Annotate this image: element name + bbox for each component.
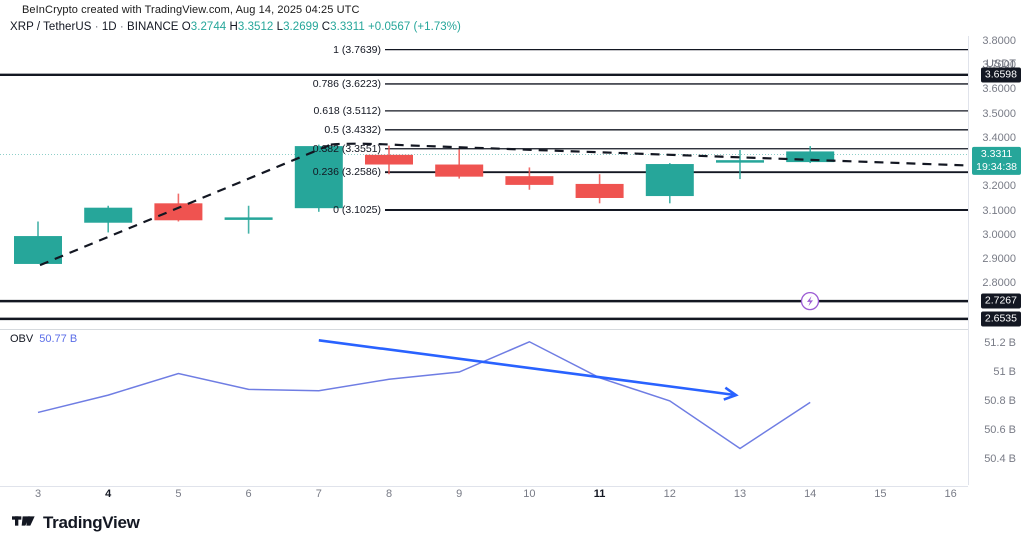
legend-high-label: H [229,21,238,33]
price-axis[interactable]: USDT 3.8000 3.7000 3.6000 3.5000 3.4000 3.200… [968,34,1024,485]
tradingview-logo-icon [12,516,35,526]
price-axis-label: 2.9000 [982,253,1016,266]
current-price-value: 3.3311 [980,147,1013,160]
fib-label-0.382: 0.382 (3.3551) [312,142,381,155]
candle-body-14[interactable] [786,151,835,163]
price-axis-label: 3.8000 [982,34,1016,47]
obv-divergence-arrow-line [318,339,737,397]
price-chart-canvas[interactable] [0,36,968,327]
legend-symbol[interactable]: XRP / TetherUS [10,21,92,33]
time-axis-tick: 13 [733,488,747,500]
legend-high-value: 3.3512 [237,21,274,33]
price-pane[interactable] [0,36,968,327]
fib-label-0: 0 (3.1025) [333,203,381,216]
fib-label-1: 1 (3.7639) [333,43,381,56]
legend-separator-1: · [94,21,99,33]
current-price-badge[interactable]: 3.3311 19:34:38 [972,146,1021,175]
obv-legend: OBV 50.77 B [10,333,77,345]
candle-body-12[interactable] [645,164,694,197]
time-axis-tick: 14 [804,488,817,500]
candle-body-10[interactable] [505,176,554,185]
time-axis-tick: 15 [874,488,887,500]
obv-divergence-arrow-head [723,386,739,401]
price-axis-label: 3.6000 [982,83,1016,96]
time-axis-tick: 10 [523,488,536,500]
legend-low-label: L [276,21,284,33]
legend-close-value: 3.3311 [330,21,365,33]
support-badge-upper[interactable]: 2.7267 [980,293,1021,309]
pane-divider [0,329,968,330]
price-axis-label: 3.4000 [982,131,1016,144]
legend-change-value: +0.0567 (+1.73%) [368,21,461,33]
obv-chart-canvas[interactable] [0,330,968,485]
time-axis-tick: 5 [175,488,182,500]
countdown-timer: 19:34:38 [976,160,1017,173]
candle-body-5[interactable] [154,203,203,221]
price-axis-label: 3.5000 [982,107,1016,120]
candle-body-7[interactable] [294,146,343,209]
obv-legend-value: 50.77 B [39,333,78,345]
fib-label-0.786: 0.786 (3.6223) [312,77,381,90]
time-axis-tick: 8 [385,488,393,500]
tradingview-footer: TradingView [12,513,140,533]
falling-resistance-trendline[interactable] [330,142,968,167]
candle-body-13[interactable] [716,160,764,163]
fib-label-0.618: 0.618 (3.5112) [313,104,381,117]
legend-open-label: O [181,21,191,33]
obv-axis-label: 51.2 B [984,337,1016,350]
resistance-badge[interactable]: 3.6598 [980,67,1021,83]
legend-exchange[interactable]: BINANCE [127,21,179,33]
obv-axis-label: 50.8 B [984,394,1016,407]
time-axis-tick: 16 [944,488,957,500]
lightning-bolt-marker[interactable] [800,291,820,311]
time-axis-tick: 7 [315,488,322,500]
obv-pane[interactable]: OBV 50.77 B [0,330,968,485]
bolt-glyph [807,296,813,307]
support-badge-lower[interactable]: 2.6535 [980,311,1021,327]
chart-legend: XRP / TetherUS · 1D · BINANCE O3.2744 H3… [10,21,461,33]
obv-axis-label: 50.4 B [984,452,1016,465]
time-axis-tick: 4 [105,488,112,500]
candle-body-11[interactable] [575,183,624,198]
candle-body-9[interactable] [435,164,484,177]
time-axis-tick: 6 [245,488,252,500]
price-axis-label: 2.8000 [982,277,1016,290]
time-axis-tick: 11 [593,488,606,500]
attribution-text: BeInCrypto created with TradingView.com,… [22,4,360,16]
fib-label-0.236: 0.236 (3.2586) [312,166,381,179]
time-axis-tick: 9 [456,488,463,500]
candle-body-6[interactable] [224,217,273,220]
rising-support-trendline[interactable] [39,143,332,267]
legend-separator-2: · [119,21,124,33]
time-axis-tick: 12 [663,488,676,500]
legend-interval[interactable]: 1D [101,21,117,33]
legend-open-value: 3.2744 [190,21,227,33]
legend-close-label: C [321,21,331,33]
obv-axis-label: 51 B [993,366,1016,379]
price-axis-label: 3.0000 [982,228,1016,241]
obv-line-series[interactable] [37,340,811,450]
price-axis-divider [968,36,969,485]
tradingview-wordmark: TradingView [43,513,140,532]
price-axis-label: 3.1000 [982,204,1016,217]
candle-body-3[interactable] [14,236,62,264]
time-axis-tick: 3 [34,488,42,500]
candle-body-4[interactable] [84,207,133,223]
price-axis-unit: USDT [986,58,1016,70]
obv-legend-name[interactable]: OBV [10,333,34,345]
time-axis[interactable]: 3 4 5 6 7 8 9 10 11 12 13 14 15 16 [0,486,968,508]
obv-axis-label: 50.6 B [984,423,1016,436]
fib-label-0.5: 0.5 (3.4332) [324,123,381,136]
time-axis-divider [0,486,968,487]
price-axis-label: 3.2000 [982,180,1016,193]
candle-body-8[interactable] [365,154,413,165]
legend-low-value: 3.2699 [283,21,319,33]
